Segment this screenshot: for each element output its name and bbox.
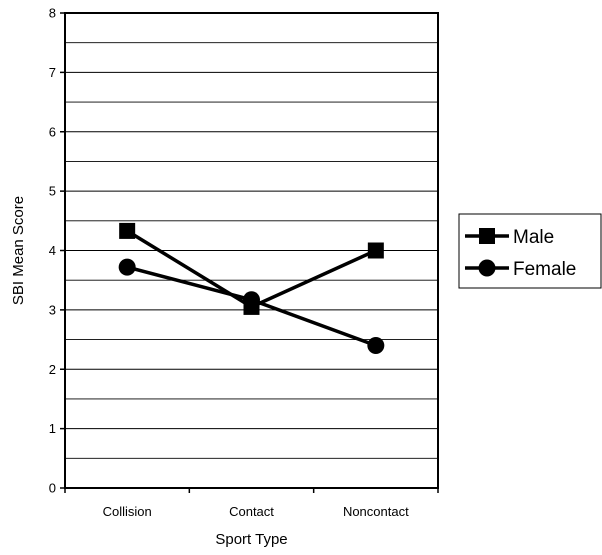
legend-marker [479, 228, 495, 244]
data-point [367, 242, 384, 259]
y-axis-ticks: 0 1 2 3 4 5 6 7 8 [49, 6, 65, 496]
legend-marker [478, 259, 496, 277]
y-tick-label: 7 [49, 65, 56, 80]
x-axis-title: Sport Type [215, 531, 287, 548]
y-tick-label: 2 [49, 362, 56, 377]
legend-label: Male [513, 227, 554, 248]
legend-item: Male [465, 227, 554, 248]
y-axis-title: SBI Mean Score [10, 196, 27, 305]
y-tick-label: 6 [49, 124, 56, 139]
data-point [119, 222, 136, 239]
x-tick-label: Noncontact [343, 504, 409, 519]
data-point [243, 291, 260, 309]
y-tick-label: 4 [49, 243, 56, 258]
x-tick-label: Collision [103, 504, 152, 519]
legend-item: Female [465, 259, 576, 280]
legend-label: Female [513, 259, 576, 280]
legend-box [458, 213, 602, 289]
y-tick-label: 3 [49, 302, 56, 317]
x-tick-label: Contact [229, 504, 274, 519]
y-tick-label: 5 [49, 184, 56, 199]
y-tick-label: 1 [49, 421, 56, 436]
data-point [367, 337, 385, 354]
x-axis-ticks: Collision Contact Noncontact [64, 488, 439, 519]
y-tick-label: 8 [49, 6, 56, 21]
data-point [118, 258, 136, 276]
y-tick-label: 0 [49, 481, 56, 496]
series-female [118, 258, 385, 354]
legend: Male Female [458, 213, 602, 289]
series-lines [118, 222, 385, 354]
